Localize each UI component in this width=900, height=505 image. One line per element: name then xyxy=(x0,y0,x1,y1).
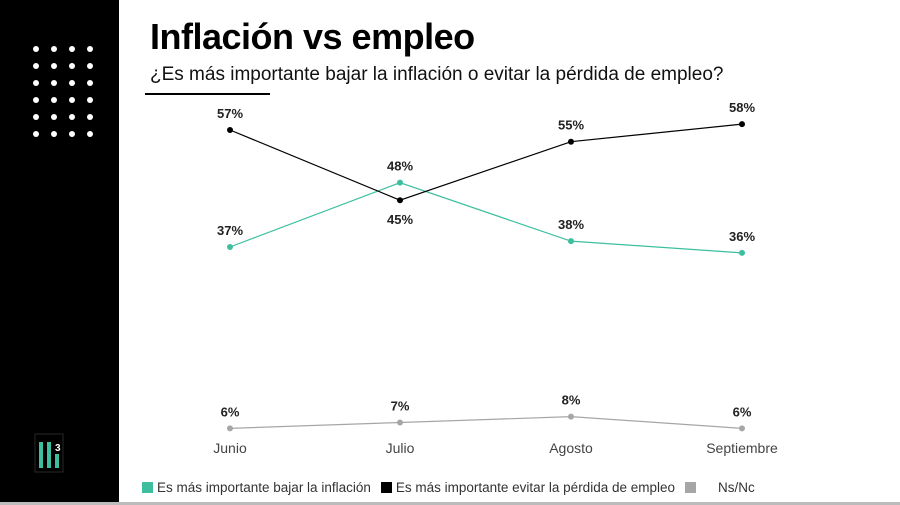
data-point xyxy=(568,138,574,145)
data-label: 58% xyxy=(729,100,755,115)
dot xyxy=(69,80,75,86)
dot xyxy=(69,114,75,120)
dot xyxy=(69,131,75,137)
legend-swatch xyxy=(380,482,392,493)
data-label: 38% xyxy=(558,217,584,232)
slide-subtitle: ¿Es más importante bajar la inflación o … xyxy=(150,64,724,85)
legend-label: Es más importante evitar la pérdida de e… xyxy=(395,480,676,495)
sidebar: 3 xyxy=(0,0,119,505)
title-divider xyxy=(145,93,270,95)
dot xyxy=(33,46,39,52)
data-label: 6% xyxy=(733,404,752,419)
x-tick-label: Septiembre xyxy=(706,440,778,456)
dot xyxy=(51,97,57,103)
brand-logo: 3 xyxy=(34,433,64,473)
dot xyxy=(87,46,93,52)
data-point xyxy=(397,419,403,426)
data-label: 7% xyxy=(391,399,410,414)
dot xyxy=(33,131,39,137)
dot xyxy=(87,63,93,69)
legend-swatch xyxy=(142,482,153,493)
data-point xyxy=(227,127,233,133)
data-label: 36% xyxy=(729,229,755,244)
dot xyxy=(51,131,57,137)
data-point xyxy=(397,179,403,186)
dot xyxy=(51,63,57,69)
dot xyxy=(51,80,57,86)
dot xyxy=(69,97,75,103)
data-label: 45% xyxy=(387,212,413,227)
data-point xyxy=(739,425,745,432)
x-tick-label: Julio xyxy=(386,440,415,456)
dot xyxy=(33,114,39,120)
data-point xyxy=(739,121,745,128)
dot xyxy=(87,114,93,120)
bottom-border xyxy=(0,502,900,505)
logo-text: 3 xyxy=(55,443,61,454)
data-point xyxy=(739,249,745,256)
dot xyxy=(51,114,57,120)
dot xyxy=(69,63,75,69)
dot xyxy=(87,97,93,103)
series-line-2 xyxy=(229,416,743,429)
legend-swatch xyxy=(685,482,697,493)
dot xyxy=(51,46,57,52)
data-point xyxy=(227,425,233,432)
legend-item-inflacion: Es más importante bajar la inflación xyxy=(142,480,371,495)
dots-decoration xyxy=(33,46,93,137)
data-label: 6% xyxy=(221,404,240,419)
legend-label: Es más importante bajar la inflación xyxy=(157,480,371,495)
data-label: 8% xyxy=(562,393,581,408)
legend-label: Ns/Nc xyxy=(718,480,755,495)
data-label: 48% xyxy=(387,159,413,174)
x-tick-label: Agosto xyxy=(549,440,593,456)
dot xyxy=(33,80,39,86)
data-point xyxy=(397,197,403,204)
slide-title: Inflación vs empleo xyxy=(150,16,475,57)
dot xyxy=(87,131,93,137)
dot xyxy=(33,63,39,69)
data-label: 55% xyxy=(558,118,584,133)
dot xyxy=(69,46,75,52)
dot xyxy=(33,97,39,103)
data-label: 57% xyxy=(217,106,243,121)
data-point xyxy=(568,413,574,420)
legend-item-nsnc: Ns/Nc xyxy=(685,480,755,495)
x-tick-label: Junio xyxy=(213,440,247,456)
legend-item-empleo: Es más importante evitar la pérdida de e… xyxy=(380,480,676,495)
data-point xyxy=(568,238,574,245)
chart-legend: Es más importante bajar la inflación Es … xyxy=(142,480,765,495)
data-point xyxy=(227,244,233,250)
series-line-1 xyxy=(229,123,743,201)
data-label: 37% xyxy=(217,223,243,238)
dot xyxy=(87,80,93,86)
series-line-0 xyxy=(229,182,743,254)
